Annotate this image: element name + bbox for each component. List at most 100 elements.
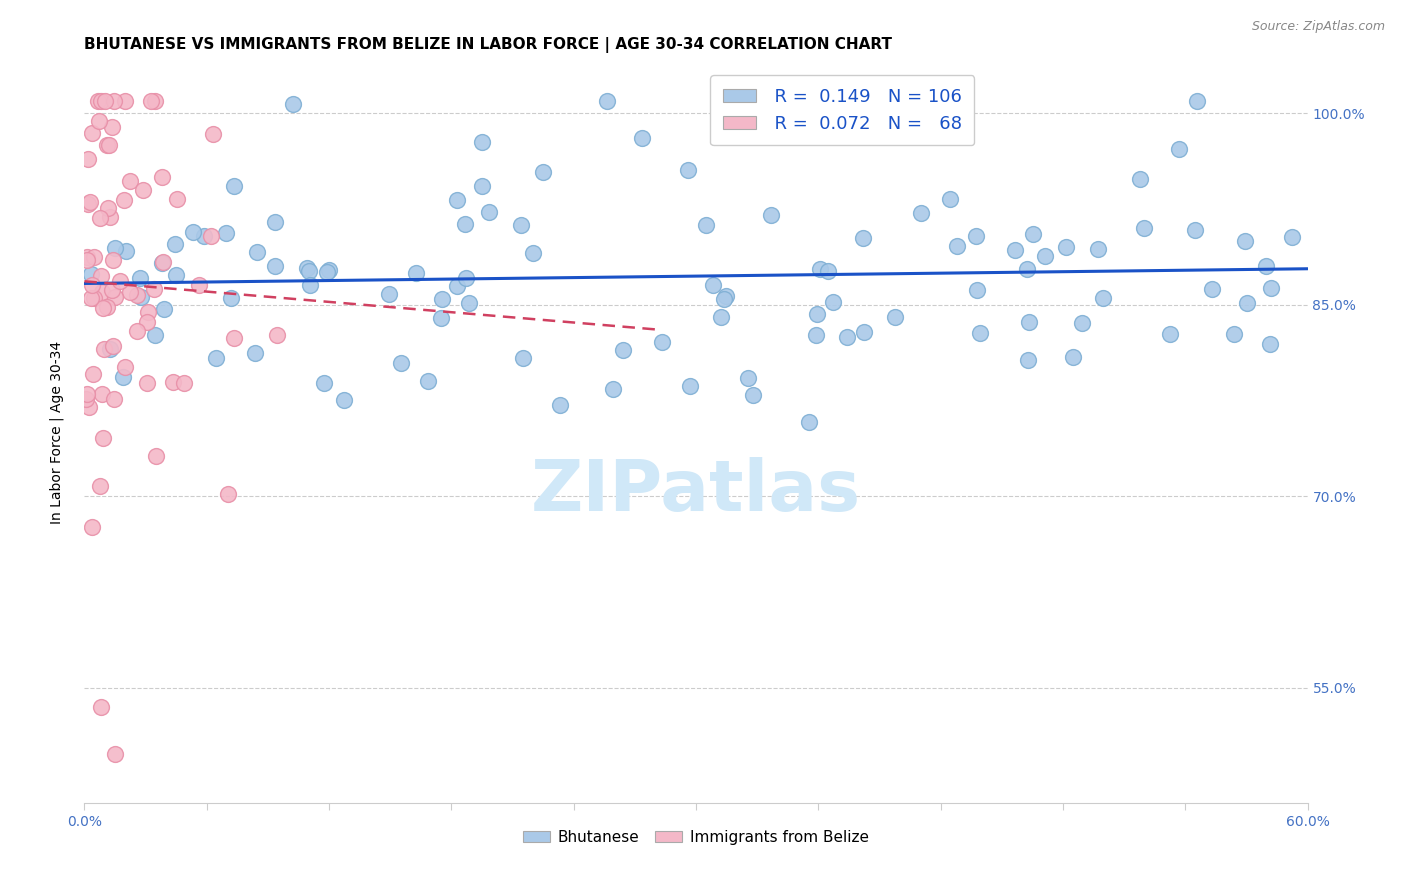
Point [104, 241, 127, 255]
Point [939, 192, 962, 206]
Point [531, 165, 554, 179]
Point [446, 193, 468, 207]
Point [429, 311, 451, 326]
Point [128, 270, 150, 285]
Point [246, 245, 269, 260]
Point [405, 266, 427, 280]
Point [1054, 239, 1077, 253]
Point [80, 291, 103, 305]
Point [145, 327, 167, 342]
Point [389, 356, 412, 370]
Legend: Bhutanese, Immigrants from Belize: Bhutanese, Immigrants from Belize [517, 823, 875, 851]
Point [111, 369, 134, 384]
Point [651, 335, 673, 350]
Point [100, 210, 122, 224]
Point [471, 179, 494, 194]
Point [165, 268, 187, 282]
Point [631, 131, 654, 145]
Point [264, 260, 287, 274]
Point [201, 128, 224, 142]
Point [1133, 221, 1156, 235]
Point [522, 246, 544, 260]
Point [1091, 291, 1114, 305]
Point [114, 94, 136, 108]
Point [596, 94, 619, 108]
Point [101, 283, 124, 297]
Point [266, 327, 288, 342]
Point [166, 192, 188, 206]
Point [115, 244, 138, 258]
Point [77, 401, 100, 415]
Point [96, 137, 118, 152]
Point [90, 700, 112, 714]
Point [1260, 336, 1282, 351]
Text: ZIPatlas: ZIPatlas [531, 458, 860, 526]
Point [965, 228, 987, 243]
Point [333, 393, 356, 408]
Point [79, 194, 101, 209]
Point [101, 120, 124, 135]
Point [118, 285, 141, 299]
Point [193, 229, 215, 244]
Point [136, 376, 159, 390]
Point [817, 264, 839, 278]
Point [125, 288, 148, 302]
Point [138, 304, 160, 318]
Point [104, 747, 127, 762]
Point [91, 431, 114, 445]
Text: BHUTANESE VS IMMIGRANTS FROM BELIZE IN LABOR FORCE | AGE 30-34 CORRELATION CHART: BHUTANESE VS IMMIGRANTS FROM BELIZE IN L… [84, 37, 893, 53]
Point [1201, 282, 1223, 296]
Point [132, 183, 155, 197]
Point [946, 239, 969, 253]
Point [150, 169, 173, 184]
Point [219, 291, 242, 305]
Point [969, 326, 991, 340]
Point [737, 371, 759, 385]
Point [80, 520, 103, 534]
Point [446, 278, 468, 293]
Point [101, 253, 124, 268]
Point [295, 260, 318, 275]
Point [87, 94, 110, 108]
Point [143, 282, 166, 296]
Point [378, 286, 401, 301]
Point [797, 415, 820, 429]
Point [96, 300, 118, 314]
Point [129, 290, 152, 304]
Point [938, 124, 960, 138]
Point [835, 330, 858, 344]
Point [1070, 316, 1092, 330]
Point [602, 382, 624, 396]
Point [316, 265, 339, 279]
Point [103, 339, 125, 353]
Point [181, 225, 204, 239]
Point [1260, 281, 1282, 295]
Point [454, 271, 477, 285]
Point [103, 392, 125, 406]
Point [98, 138, 121, 153]
Point [90, 269, 112, 284]
Point [471, 135, 494, 149]
Y-axis label: In Labor Force | Age 30-34: In Labor Force | Age 30-34 [49, 341, 63, 524]
Point [852, 231, 875, 245]
Point [804, 328, 827, 343]
Point [139, 94, 162, 108]
Point [678, 162, 700, 177]
Point [1159, 326, 1181, 341]
Point [281, 97, 304, 112]
Point [83, 251, 105, 265]
Point [76, 386, 98, 401]
Point [75, 392, 97, 407]
Point [173, 376, 195, 390]
Point [713, 292, 735, 306]
Point [478, 205, 501, 219]
Point [188, 277, 211, 292]
Point [457, 295, 479, 310]
Point [1254, 259, 1277, 273]
Point [264, 215, 287, 229]
Point [702, 277, 724, 292]
Point [91, 387, 114, 401]
Point [806, 307, 828, 321]
Point [821, 294, 844, 309]
Point [416, 374, 439, 388]
